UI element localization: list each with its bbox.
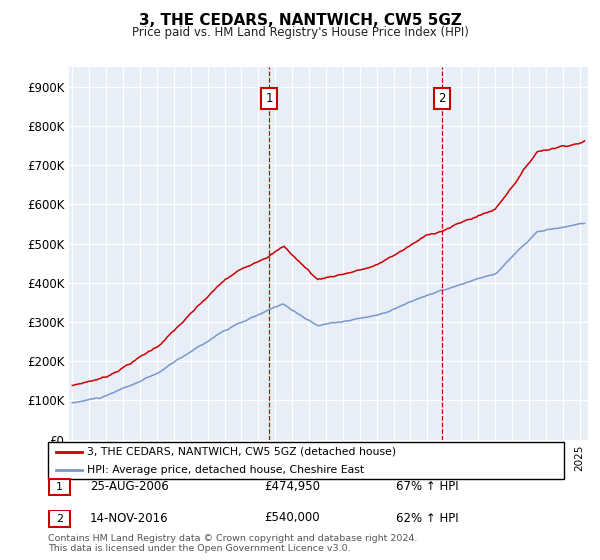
Text: Contains HM Land Registry data © Crown copyright and database right 2024.: Contains HM Land Registry data © Crown c… xyxy=(48,534,418,543)
Text: Price paid vs. HM Land Registry's House Price Index (HPI): Price paid vs. HM Land Registry's House … xyxy=(131,26,469,39)
Text: This data is licensed under the Open Government Licence v3.0.: This data is licensed under the Open Gov… xyxy=(48,544,350,553)
Text: 67% ↑ HPI: 67% ↑ HPI xyxy=(396,479,458,493)
FancyBboxPatch shape xyxy=(49,479,70,494)
Text: 1: 1 xyxy=(266,92,273,105)
FancyBboxPatch shape xyxy=(49,511,70,526)
Text: 25-AUG-2006: 25-AUG-2006 xyxy=(90,479,169,493)
Text: 2: 2 xyxy=(439,92,446,105)
Text: 14-NOV-2016: 14-NOV-2016 xyxy=(90,511,169,525)
Text: £474,950: £474,950 xyxy=(264,479,320,493)
Text: 3, THE CEDARS, NANTWICH, CW5 5GZ (detached house): 3, THE CEDARS, NANTWICH, CW5 5GZ (detach… xyxy=(86,446,396,456)
Text: 2: 2 xyxy=(56,514,63,524)
Text: 3, THE CEDARS, NANTWICH, CW5 5GZ: 3, THE CEDARS, NANTWICH, CW5 5GZ xyxy=(139,13,461,28)
Text: 1: 1 xyxy=(56,482,63,492)
Text: HPI: Average price, detached house, Cheshire East: HPI: Average price, detached house, Ches… xyxy=(86,465,364,475)
Text: 62% ↑ HPI: 62% ↑ HPI xyxy=(396,511,458,525)
Text: £540,000: £540,000 xyxy=(264,511,320,525)
